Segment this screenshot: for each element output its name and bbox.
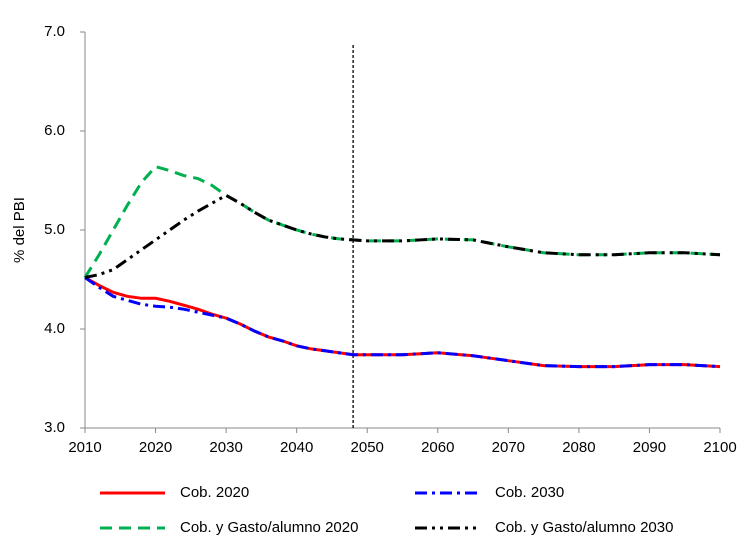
y-tick-label: 7.0: [44, 23, 65, 40]
x-tick-label: 2070: [492, 439, 525, 456]
series-line: [83, 164, 721, 279]
legend-label: Cob. y Gasto/alumno 2030: [495, 519, 673, 536]
x-tick-label: 2040: [280, 439, 313, 456]
legend-label: Cob. y Gasto/alumno 2020: [180, 519, 358, 536]
y-tick-label: 3.0: [44, 419, 65, 436]
x-tick-label: 2060: [421, 439, 454, 456]
x-tick-label: 2100: [703, 439, 736, 456]
legend-label: Cob. 2030: [495, 484, 564, 501]
x-tick-label: 2010: [68, 439, 101, 456]
x-tick-label: 2090: [633, 439, 666, 456]
series-line: [84, 276, 721, 369]
y-tick-label: 4.0: [44, 320, 65, 337]
x-tick-label: 2030: [209, 439, 242, 456]
x-tick-label: 2050: [351, 439, 384, 456]
y-tick-label: 5.0: [44, 221, 65, 238]
series-line: [84, 193, 721, 279]
legend-label: Cob. 2020: [180, 484, 249, 501]
y-tick-label: 6.0: [44, 122, 65, 139]
y-axis-label: % del PBI: [11, 197, 28, 263]
x-tick-label: 2020: [139, 439, 172, 456]
x-tick-label: 2080: [562, 439, 595, 456]
